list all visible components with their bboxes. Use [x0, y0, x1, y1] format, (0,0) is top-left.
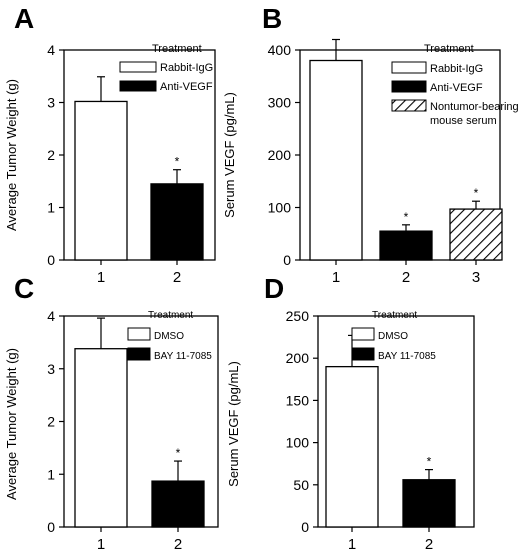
panel-letter: A	[14, 3, 34, 34]
y-tick-label: 300	[268, 95, 292, 111]
y-tick-label: 200	[286, 350, 310, 366]
bar	[379, 230, 433, 261]
significance-mark: *	[176, 446, 181, 460]
legend-label: Nontumor-bearing	[430, 101, 519, 113]
bar	[402, 479, 456, 528]
bar	[151, 480, 205, 528]
legend-swatch	[119, 61, 157, 73]
x-tick-label: 2	[402, 269, 410, 286]
y-tick-label: 2	[47, 147, 55, 163]
y-tick-label: 3	[47, 361, 55, 377]
plot-frame	[317, 315, 475, 528]
y-tick-label: 1	[47, 466, 55, 482]
significance-mark: *	[427, 455, 432, 469]
bar	[74, 348, 128, 528]
legend-swatch	[391, 61, 427, 74]
bar	[449, 208, 503, 261]
panel-d: D 0 50 100 150 200 250 Serum VEGF (pg/mL) 1 * 2 Tre…	[226, 273, 475, 550]
legend-swatch	[127, 347, 151, 361]
significance-mark: *	[175, 155, 180, 169]
x-tick-label: 1	[332, 269, 340, 286]
legend-swatch	[351, 347, 375, 361]
panel-letter: B	[262, 3, 282, 34]
legend-label: DMSO	[378, 331, 408, 342]
panel-a: A 0 1 2 3 4 Average Tumor Weight (g) 1 * 2 Treatme…	[4, 3, 216, 286]
bar	[309, 59, 363, 261]
panel-letter: D	[264, 273, 284, 304]
panel-b: B 0 100 200 300 400 Serum VEGF (pg/mL) 1 * 2 * 3 Tre…	[222, 3, 519, 286]
legend-label: Anti-VEGF	[430, 82, 483, 94]
legend-title: Treatment	[148, 310, 193, 321]
y-tick-label: 400	[268, 42, 292, 58]
y-tick-label: 0	[283, 252, 291, 268]
y-tick-label: 0	[47, 519, 55, 535]
x-tick-label: 1	[97, 536, 105, 550]
legend-label: Anti-VEGF	[160, 81, 213, 93]
significance-mark: *	[474, 186, 479, 200]
x-tick-label: 2	[425, 536, 433, 550]
y-tick-label: 100	[286, 435, 310, 451]
y-tick-label: 4	[47, 308, 55, 324]
legend-swatch	[391, 80, 427, 93]
y-tick-label: 150	[286, 392, 310, 408]
y-tick-label: 2	[47, 414, 55, 430]
legend-swatch	[127, 327, 151, 341]
significance-mark: *	[404, 210, 409, 224]
x-tick-label: 3	[472, 269, 480, 286]
y-tick-label: 3	[47, 95, 55, 111]
y-tick-label: 1	[47, 200, 55, 216]
legend-label: mouse serum	[430, 115, 497, 127]
bar	[325, 365, 379, 528]
legend-label: BAY 11-7085	[378, 351, 436, 362]
legend-swatch	[391, 99, 427, 112]
bar	[74, 100, 128, 261]
x-tick-label: 1	[348, 536, 356, 550]
y-axis-label: Serum VEGF (pg/mL)	[222, 92, 237, 218]
y-tick-label: 4	[47, 42, 55, 58]
legend-label: DMSO	[154, 331, 184, 342]
legend-title: Treatment	[424, 43, 474, 55]
y-axis-label: Serum VEGF (pg/mL)	[226, 361, 241, 487]
x-tick-label: 2	[173, 269, 181, 286]
y-tick-label: 250	[286, 308, 310, 324]
legend-label: Rabbit-IgG	[430, 63, 483, 75]
legend-title: Treatment	[152, 43, 202, 55]
y-axis-label: Average Tumor Weight (g)	[4, 79, 19, 231]
x-tick-label: 2	[174, 536, 182, 550]
y-axis-label: Average Tumor Weight (g)	[4, 348, 19, 500]
panel-letter: C	[14, 273, 34, 304]
legend-title: Treatment	[372, 310, 417, 321]
y-tick-label: 50	[293, 477, 309, 493]
y-tick-label: 0	[301, 519, 309, 535]
legend-swatch	[351, 327, 375, 341]
legend-label: BAY 11-7085	[154, 351, 212, 362]
y-tick-label: 200	[268, 147, 292, 163]
bar	[150, 183, 204, 261]
legend-swatch	[119, 80, 157, 92]
y-tick-label: 100	[268, 200, 292, 216]
legend-label: Rabbit-IgG	[160, 62, 213, 74]
y-tick-label: 0	[47, 252, 55, 268]
panel-c: C 0 1 2 3 4 Average Tumor Weight (g) 1 * 2 Treatme…	[4, 273, 219, 550]
x-tick-label: 1	[97, 269, 105, 286]
